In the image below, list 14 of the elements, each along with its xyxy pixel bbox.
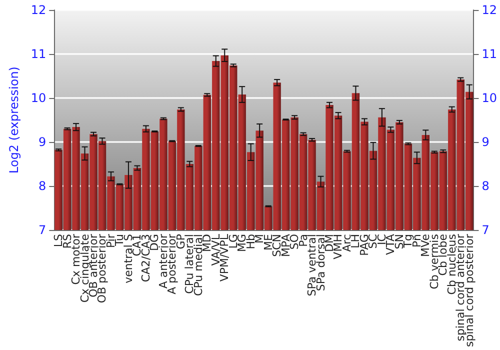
y-tick-label: 8 [38, 179, 46, 194]
y-tick-label: 11 [30, 47, 46, 62]
y2-tick-label: 8 [482, 179, 490, 194]
y2-tick-label: 11 [482, 47, 498, 62]
y2-tick-label: 12 [482, 3, 498, 17]
x-tick-label: A posterior [166, 234, 179, 294]
y-tick-label: 7 [38, 223, 46, 238]
y-tick-label: 9 [38, 135, 46, 150]
y-tick-label: 10 [30, 91, 46, 106]
y2-tick-label: 10 [482, 91, 498, 106]
y2-tick-label: 9 [482, 135, 490, 150]
y-axis-title: Log2 (expression) [7, 66, 21, 174]
y2-tick-label: 7 [482, 223, 490, 238]
y-tick-label: 12 [30, 3, 46, 17]
